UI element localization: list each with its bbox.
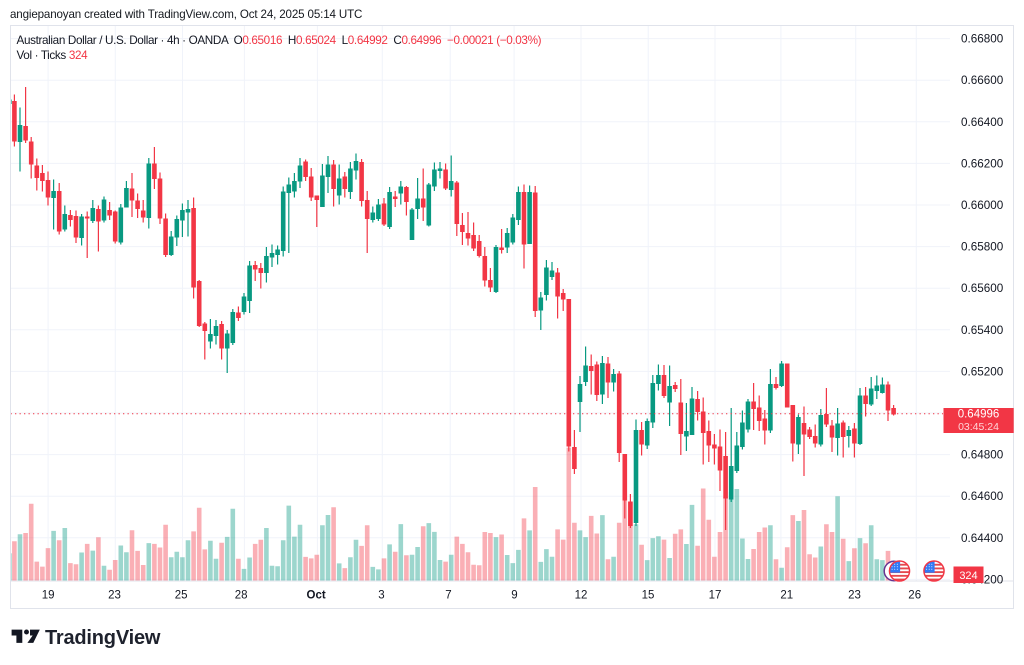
svg-text:0.65600: 0.65600 [961, 282, 1004, 295]
svg-text:26: 26 [908, 590, 921, 602]
svg-text:23: 23 [108, 590, 121, 602]
svg-text:3: 3 [378, 590, 384, 602]
svg-text:0.64800: 0.64800 [961, 449, 1004, 462]
svg-text:0.65800: 0.65800 [961, 241, 1004, 254]
svg-text:0.66800: 0.66800 [961, 33, 1004, 46]
svg-text:0.66400: 0.66400 [961, 116, 1004, 129]
svg-text:28: 28 [235, 590, 248, 602]
svg-text:0.65200: 0.65200 [961, 365, 1004, 378]
svg-text:0.66600: 0.66600 [961, 74, 1004, 87]
svg-text:23: 23 [848, 590, 861, 602]
svg-text:12: 12 [575, 590, 588, 602]
svg-text:03:45:24: 03:45:24 [958, 421, 999, 433]
svg-text:Oct: Oct [307, 590, 326, 602]
svg-text:19: 19 [42, 590, 55, 602]
svg-text:15: 15 [642, 590, 655, 602]
svg-text:0.66000: 0.66000 [961, 199, 1004, 212]
svg-text:0.64400: 0.64400 [961, 532, 1004, 545]
svg-text:0.64600: 0.64600 [961, 490, 1004, 503]
svg-text:0.65400: 0.65400 [961, 324, 1004, 337]
svg-text:324: 324 [959, 570, 977, 582]
svg-text:0.66200: 0.66200 [961, 157, 1004, 170]
svg-text:17: 17 [709, 590, 722, 602]
svg-text:21: 21 [780, 590, 793, 602]
svg-text:25: 25 [175, 590, 188, 602]
svg-text:0.64996: 0.64996 [958, 409, 1000, 421]
svg-text:9: 9 [511, 590, 517, 602]
svg-text:7: 7 [445, 590, 451, 602]
